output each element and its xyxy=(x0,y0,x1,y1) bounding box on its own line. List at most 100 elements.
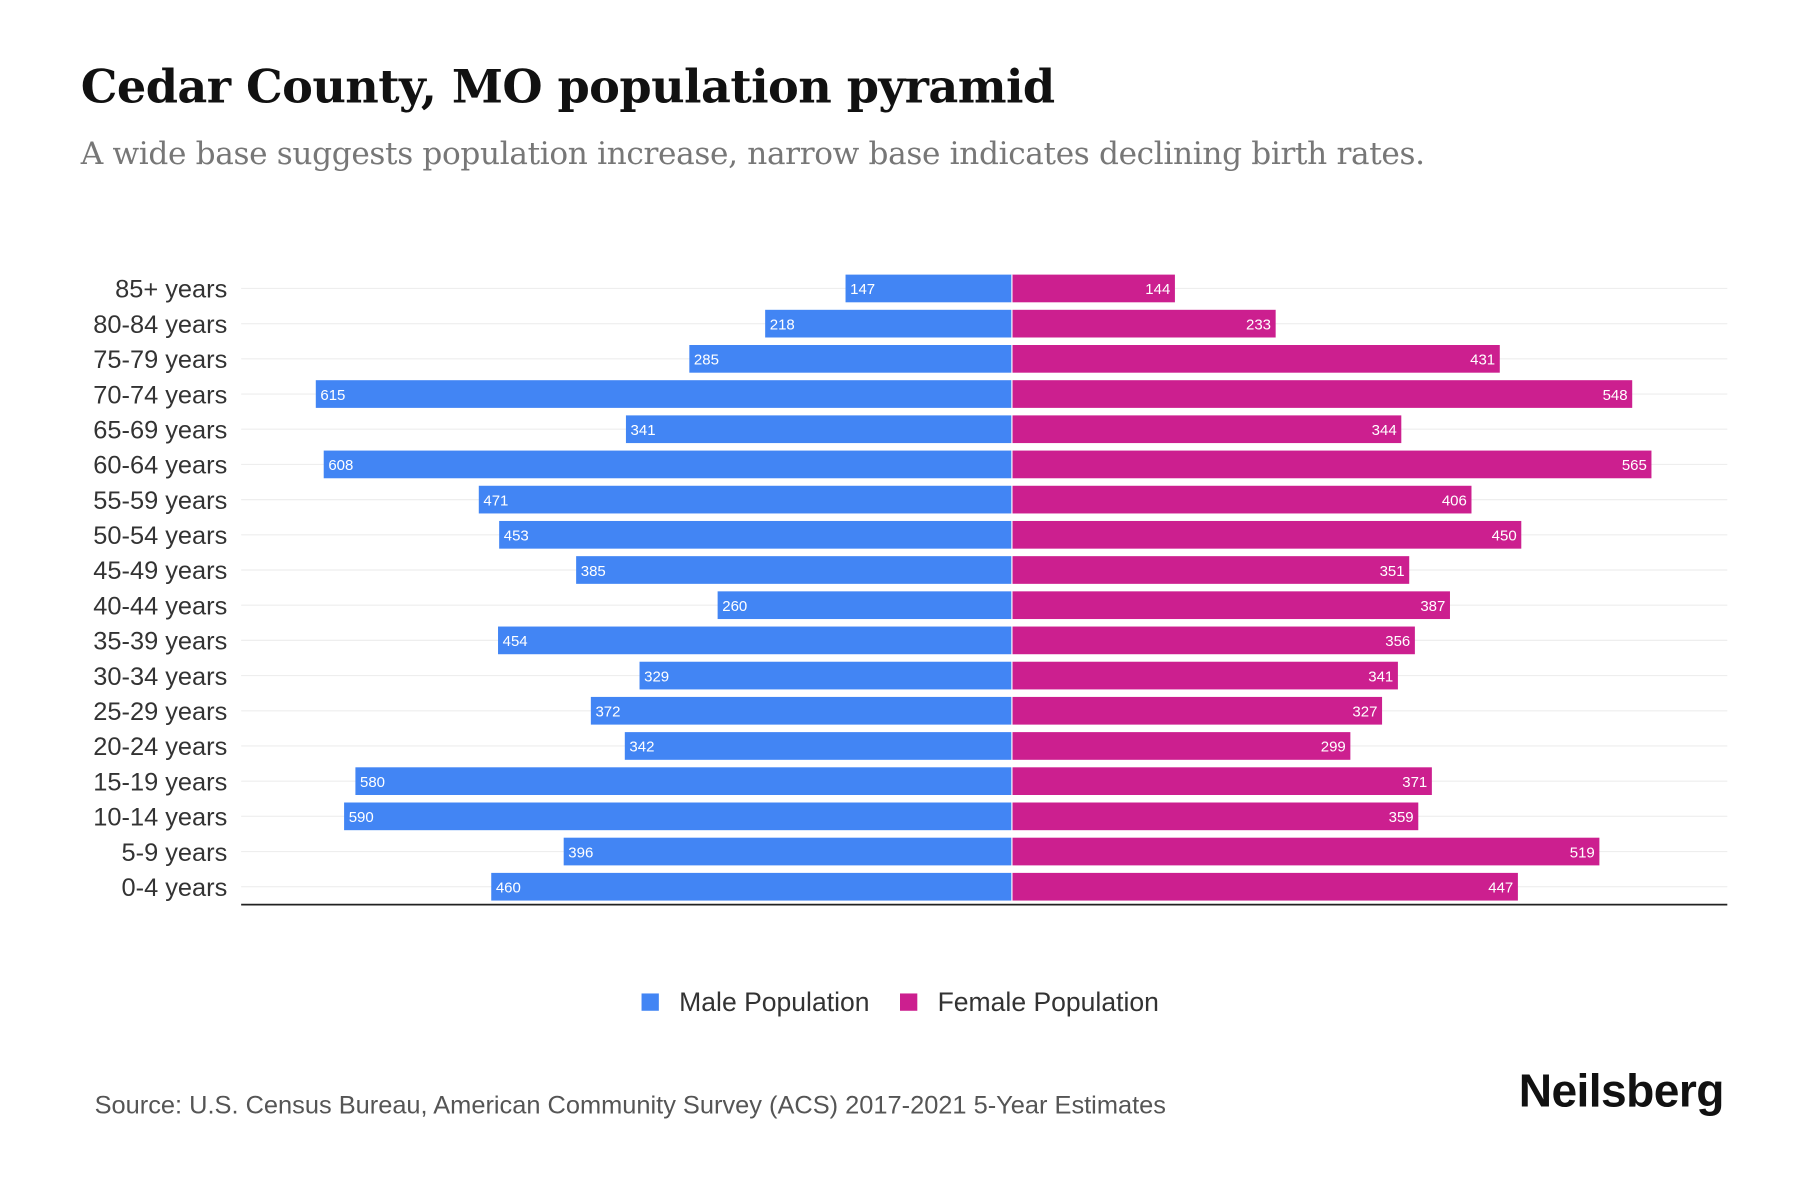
male-value-label: 285 xyxy=(694,352,719,369)
category-label: 20-24 years xyxy=(93,733,227,761)
female-value-label: 519 xyxy=(1570,844,1595,861)
female-value-label: 299 xyxy=(1321,739,1346,756)
legend-label-female: Female Population xyxy=(937,986,1159,1017)
male-bar xyxy=(845,274,1012,303)
female-bar xyxy=(1011,485,1472,514)
category-label: 65-69 years xyxy=(93,416,227,444)
female-value-label: 351 xyxy=(1380,563,1405,580)
female-value-label: 450 xyxy=(1492,528,1517,545)
female-value-label: 344 xyxy=(1372,422,1397,439)
male-value-label: 615 xyxy=(320,387,345,404)
female-bar xyxy=(1011,309,1276,338)
male-bar xyxy=(717,591,1012,620)
category-label: 30-34 years xyxy=(93,663,227,691)
female-bar xyxy=(1011,415,1402,444)
female-value-label: 233 xyxy=(1246,316,1271,333)
female-value-label: 565 xyxy=(1622,457,1647,474)
category-label: 80-84 years xyxy=(93,311,227,339)
male-value-label: 580 xyxy=(360,774,385,791)
male-bar xyxy=(639,661,1012,690)
category-label: 60-64 years xyxy=(93,452,227,480)
male-value-label: 396 xyxy=(568,844,593,861)
female-value-label: 356 xyxy=(1385,633,1410,650)
category-label: 40-44 years xyxy=(93,592,227,620)
female-value-label: 327 xyxy=(1352,704,1377,721)
male-bar xyxy=(491,872,1012,901)
male-value-label: 341 xyxy=(631,422,656,439)
female-value-label: 144 xyxy=(1145,281,1170,298)
male-value-label: 460 xyxy=(496,879,521,896)
legend-item-female[interactable]: Female Population xyxy=(899,986,1159,1018)
male-value-label: 590 xyxy=(349,809,374,826)
category-label: 85+ years xyxy=(115,276,227,304)
chart-subtitle: A wide base suggests population increase… xyxy=(80,136,1425,172)
category-label: 5-9 years xyxy=(122,839,228,867)
female-value-label: 447 xyxy=(1488,879,1513,896)
female-value-label: 548 xyxy=(1603,387,1628,404)
male-value-label: 453 xyxy=(504,528,529,545)
male-bar xyxy=(625,415,1012,444)
category-label: 15-19 years xyxy=(93,768,227,796)
male-bar xyxy=(478,485,1012,514)
male-bar xyxy=(323,450,1012,479)
female-bar xyxy=(1011,344,1500,373)
male-bar xyxy=(576,556,1012,584)
female-bar xyxy=(1011,380,1633,408)
legend-item-male[interactable]: Male Population xyxy=(641,986,870,1018)
male-value-label: 385 xyxy=(581,563,606,580)
male-bar xyxy=(765,309,1012,338)
female-bar xyxy=(1011,732,1351,760)
female-value-label: 359 xyxy=(1389,809,1414,826)
neilsberg-logo: Neilsberg xyxy=(1518,1066,1725,1117)
male-value-label: 147 xyxy=(850,281,875,298)
legend-label-male: Male Population xyxy=(679,986,870,1017)
male-value-label: 372 xyxy=(595,704,620,721)
male-bar xyxy=(590,696,1012,725)
male-bar xyxy=(689,344,1012,373)
male-bar xyxy=(624,732,1012,760)
male-value-label: 471 xyxy=(483,492,508,509)
male-value-label: 454 xyxy=(503,633,528,650)
male-bar xyxy=(499,520,1012,549)
female-bar xyxy=(1011,450,1652,479)
female-value-label: 341 xyxy=(1368,668,1393,685)
category-label: 0-4 years xyxy=(122,874,228,902)
category-label: 75-79 years xyxy=(93,346,227,374)
female-value-label: 406 xyxy=(1442,492,1467,509)
population-pyramid-chart: 85+ years 147 144 80-84 years 218 233 75-79 ye… xyxy=(93,274,1728,906)
male-value-label: 260 xyxy=(722,598,747,615)
male-bar xyxy=(355,767,1012,795)
male-bar xyxy=(498,626,1012,655)
female-bar xyxy=(1011,872,1518,901)
female-bar xyxy=(1011,591,1450,620)
category-label: 70-74 years xyxy=(93,381,227,409)
male-bar xyxy=(315,380,1012,408)
female-value-label: 371 xyxy=(1402,774,1427,791)
female-value-label: 431 xyxy=(1470,352,1495,369)
female-value-label: 387 xyxy=(1420,598,1445,615)
source-note: Source: U.S. Census Bureau, American Com… xyxy=(94,1090,1166,1120)
category-label: 55-59 years xyxy=(93,487,227,515)
category-label: 25-29 years xyxy=(93,698,227,726)
female-bar xyxy=(1011,767,1432,795)
male-value-label: 218 xyxy=(770,316,795,333)
category-label: 10-14 years xyxy=(93,804,227,832)
category-label: 50-54 years xyxy=(93,522,227,550)
category-label: 45-49 years xyxy=(93,557,227,585)
female-bar xyxy=(1011,556,1410,584)
female-bar xyxy=(1011,802,1419,831)
female-bar xyxy=(1011,626,1415,655)
male-value-label: 329 xyxy=(644,668,669,685)
female-bar xyxy=(1011,274,1175,303)
female-bar xyxy=(1011,661,1398,690)
chart-title: Cedar County, MO population pyramid xyxy=(80,59,1055,115)
legend-swatch-male xyxy=(641,993,659,1011)
female-bar xyxy=(1011,696,1383,725)
male-bar xyxy=(563,837,1012,866)
category-label: 35-39 years xyxy=(93,628,227,656)
male-bar xyxy=(344,802,1012,831)
male-value-label: 342 xyxy=(629,739,654,756)
female-bar xyxy=(1011,520,1522,549)
male-value-label: 608 xyxy=(328,457,353,474)
